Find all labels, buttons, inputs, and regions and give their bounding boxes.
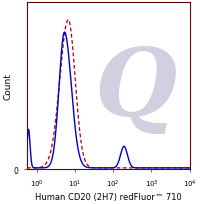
Text: Q: Q [95, 45, 177, 134]
Y-axis label: Count: Count [3, 73, 12, 100]
X-axis label: Human CD20 (2H7) redFluor™ 710: Human CD20 (2H7) redFluor™ 710 [35, 192, 182, 201]
